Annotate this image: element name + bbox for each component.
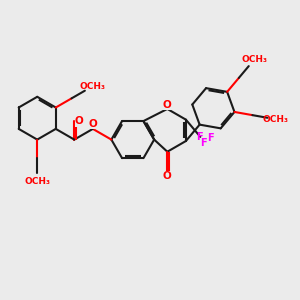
Text: OCH₃: OCH₃ bbox=[24, 177, 50, 186]
Text: F: F bbox=[200, 138, 207, 148]
Text: O: O bbox=[163, 100, 172, 110]
Text: F: F bbox=[207, 133, 214, 143]
Text: O: O bbox=[75, 116, 83, 126]
Text: OCH₃: OCH₃ bbox=[79, 82, 105, 91]
Text: OCH₃: OCH₃ bbox=[241, 55, 267, 64]
Text: O: O bbox=[88, 118, 97, 128]
Text: F: F bbox=[196, 132, 203, 142]
Text: OCH₃: OCH₃ bbox=[263, 115, 289, 124]
Text: O: O bbox=[163, 171, 172, 181]
